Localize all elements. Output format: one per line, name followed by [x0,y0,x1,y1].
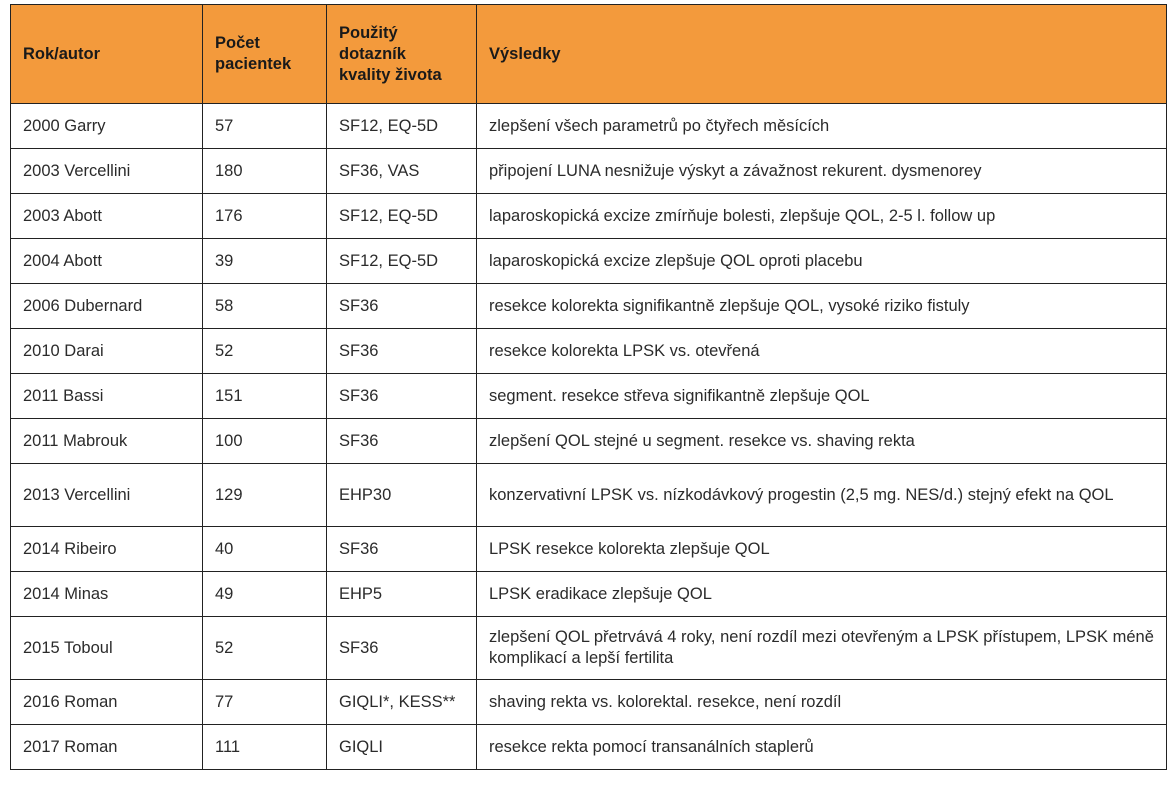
table-row: 2003 Vercellini 180 SF36, VAS připojení LUN… [10,148,1167,194]
table-row: 2013 Vercellini 129 EHP30 konzervativní LPS… [10,463,1167,527]
cell-author: 2003 Abott [10,193,203,239]
cell-results: resekce kolorekta signifikantně zlepšuje… [476,283,1167,329]
cell-questionnaire: GIQLI [326,724,477,770]
cell-results: resekce kolorekta LPSK vs. otevřená [476,328,1167,374]
cell-questionnaire: SF36 [326,283,477,329]
cell-author: 2015 Toboul [10,616,203,680]
cell-questionnaire: SF12, EQ-5D [326,193,477,239]
cell-author: 2003 Vercellini [10,148,203,194]
cell-author: 2010 Darai [10,328,203,374]
cell-questionnaire: SF36, VAS [326,148,477,194]
cell-questionnaire: SF36 [326,526,477,572]
table-row: 2014 Minas 49 EHP5 LPSK eradikace zlepšuje … [10,571,1167,617]
cell-author: 2014 Ribeiro [10,526,203,572]
cell-results: resekce rekta pomocí transanálních stapl… [476,724,1167,770]
cell-results: LPSK eradikace zlepšuje QOL [476,571,1167,617]
cell-questionnaire: SF12, EQ-5D [326,238,477,284]
table-row: 2017 Roman 111 GIQLI resekce rekta pomocí t… [10,724,1167,770]
cell-author: 2011 Mabrouk [10,418,203,464]
cell-results: připojení LUNA nesnižuje výskyt a závažn… [476,148,1167,194]
cell-patients: 39 [202,238,327,284]
cell-patients: 40 [202,526,327,572]
header-results: Výsledky [476,4,1167,104]
table-body: 2000 Garry 57 SF12, EQ-5D zlepšení všech pa… [10,103,1167,770]
cell-questionnaire: SF12, EQ-5D [326,103,477,149]
cell-author: 2017 Roman [10,724,203,770]
cell-author: 2011 Bassi [10,373,203,419]
table-row: 2000 Garry 57 SF12, EQ-5D zlepšení všech pa… [10,103,1167,149]
cell-patients: 129 [202,463,327,527]
cell-patients: 100 [202,418,327,464]
cell-patients: 52 [202,328,327,374]
table-row: 2011 Bassi 151 SF36 segment. resekce střeva… [10,373,1167,419]
cell-questionnaire: SF36 [326,328,477,374]
table-row: 2014 Ribeiro 40 SF36 LPSK resekce kolorekta… [10,526,1167,572]
table-row: 2006 Dubernard 58 SF36 resekce kolorekta si… [10,283,1167,329]
cell-author: 2013 Vercellini [10,463,203,527]
cell-patients: 49 [202,571,327,617]
cell-patients: 52 [202,616,327,680]
cell-patients: 180 [202,148,327,194]
qol-studies-table-wrapper: Rok/autor Počet pacientek Použitý dotazn… [10,4,1167,770]
cell-results: zlepšení všech parametrů po čtyřech měsí… [476,103,1167,149]
cell-questionnaire: SF36 [326,616,477,680]
table-row: 2011 Mabrouk 100 SF36 zlepšení QOL stejné u… [10,418,1167,464]
cell-results: zlepšení QOL stejné u segment. resekce v… [476,418,1167,464]
table-row: 2016 Roman 77 GIQLI*, KESS** shaving rekta … [10,679,1167,725]
header-questionnaire: Použitý dotazník kvality života [326,4,477,104]
cell-author: 2014 Minas [10,571,203,617]
table-header: Rok/autor Počet pacientek Použitý dotazn… [10,4,1167,104]
cell-results: segment. resekce střeva signifikantně zl… [476,373,1167,419]
cell-patients: 58 [202,283,327,329]
table-row: 2010 Darai 52 SF36 resekce kolorekta LPSK v… [10,328,1167,374]
header-patients: Počet pacientek [202,4,327,104]
cell-questionnaire: EHP30 [326,463,477,527]
cell-patients: 111 [202,724,327,770]
cell-author: 2006 Dubernard [10,283,203,329]
header-row: Rok/autor Počet pacientek Použitý dotazn… [10,4,1167,104]
cell-results: shaving rekta vs. kolorektal. resekce, n… [476,679,1167,725]
cell-results: laparoskopická excize zmírňuje bolesti, … [476,193,1167,239]
cell-results: konzervativní LPSK vs. nízkodávkový prog… [476,463,1167,527]
cell-questionnaire: EHP5 [326,571,477,617]
cell-results: laparoskopická excize zlepšuje QOL oprot… [476,238,1167,284]
cell-patients: 176 [202,193,327,239]
table-row: 2003 Abott 176 SF12, EQ-5D laparoskopická e… [10,193,1167,239]
cell-patients: 151 [202,373,327,419]
header-author: Rok/autor [10,4,203,104]
cell-patients: 57 [202,103,327,149]
table-row: 2004 Abott 39 SF12, EQ-5D laparoskopická ex… [10,238,1167,284]
cell-patients: 77 [202,679,327,725]
cell-results: LPSK resekce kolorekta zlepšuje QOL [476,526,1167,572]
qol-studies-table: Rok/autor Počet pacientek Použitý dotazn… [10,4,1167,770]
cell-questionnaire: SF36 [326,373,477,419]
cell-results: zlepšení QOL přetrvává 4 roky, není rozd… [476,616,1167,680]
cell-questionnaire: GIQLI*, KESS** [326,679,477,725]
cell-author: 2016 Roman [10,679,203,725]
table-row: 2015 Toboul 52 SF36 zlepšení QOL přetrvává … [10,616,1167,680]
cell-author: 2000 Garry [10,103,203,149]
cell-author: 2004 Abott [10,238,203,284]
cell-questionnaire: SF36 [326,418,477,464]
